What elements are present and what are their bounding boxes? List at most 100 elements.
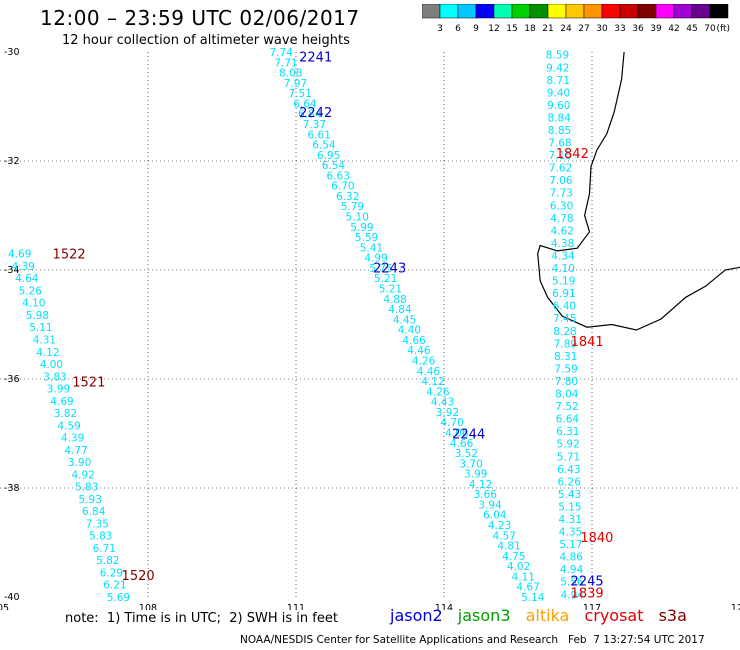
- swh-value-cryosat: 4.94: [560, 564, 584, 576]
- swh-value-s3a: 4.39: [61, 433, 84, 445]
- swh-value-jason2: 5.99: [350, 222, 373, 234]
- swh-value-jason2: 6.63: [327, 170, 350, 182]
- swh-value-jason2: 4.99: [364, 253, 387, 265]
- pass-label-cryosat: 1839: [571, 587, 604, 602]
- colorbar-label: 30: [596, 24, 608, 34]
- swh-value-s3a: 4.59: [57, 420, 80, 432]
- pass-label-jason2: 2243: [373, 261, 406, 276]
- swh-value-cryosat: 7.62: [549, 163, 572, 175]
- swh-value-jason2: 5.75: [369, 263, 392, 275]
- swh-value-jason2: 4.11: [512, 571, 535, 583]
- swh-value-cryosat: 5.71: [557, 451, 580, 463]
- swh-value-cryosat: 7.68: [548, 138, 571, 150]
- swh-value-jason2: 3.66: [474, 489, 498, 501]
- swh-value-jason2: 4.66: [450, 438, 474, 450]
- swh-value-cryosat: 8.59: [546, 50, 569, 62]
- swh-value-s3a: 5.11: [29, 322, 52, 334]
- swh-value-cryosat: 4.78: [550, 213, 573, 225]
- swh-value-cryosat: 6.30: [550, 200, 573, 212]
- lat-tick-label: -32: [4, 156, 20, 167]
- pass-label-cryosat: 1841: [571, 335, 604, 350]
- swh-value-jason2: 5.79: [341, 201, 364, 213]
- swh-value-jason2: 4.66: [402, 335, 426, 347]
- swh-value-jason2: 4.46: [417, 366, 441, 378]
- coastline: [537, 51, 740, 331]
- swh-value-cryosat: 8.71: [547, 75, 570, 87]
- legend-s3a: s3a: [658, 606, 687, 625]
- swh-value-jason2: 5.21: [374, 273, 397, 285]
- swh-value-cryosat: 5.15: [558, 501, 581, 513]
- swh-value-cryosat: 7.73: [550, 188, 573, 200]
- colorbar-label: 70: [704, 24, 716, 34]
- colorbar-label: 42: [668, 24, 679, 34]
- swh-value-cryosat: 6.26: [558, 476, 582, 488]
- swh-value-jason2: 4.12: [421, 376, 444, 388]
- swh-value-cryosat: 6.40: [553, 301, 576, 313]
- swh-value-jason2: 3.99: [464, 469, 487, 481]
- colorbar-label: 3: [437, 24, 443, 34]
- swh-value-jason2: 4.70: [440, 417, 463, 429]
- swh-value-jason2: 4.06: [445, 428, 469, 440]
- swh-value-jason2: 4.75: [502, 551, 525, 563]
- swh-value-cryosat: 7.45: [553, 313, 576, 325]
- swh-value-s3a: 4.69: [8, 249, 31, 261]
- swh-value-jason2: 5.59: [355, 232, 378, 244]
- satellite-legend: jason2 jason3 altika cryosat s3a: [390, 606, 697, 625]
- pass-label-s3a: 1520: [122, 569, 155, 584]
- lon-tick-label: 108: [139, 603, 157, 610]
- colorbar-label: 21: [542, 24, 553, 34]
- swh-value-jason2: 4.12: [469, 479, 492, 491]
- swh-value-s3a: 5.69: [107, 592, 130, 604]
- swh-value-s3a: 4.12: [36, 347, 59, 359]
- swh-value-cryosat: 4.34: [551, 251, 575, 263]
- swh-value-s3a: 5.26: [19, 285, 43, 297]
- swh-value-jason2: 5.41: [360, 242, 383, 254]
- swh-value-s3a: 4.39: [12, 261, 35, 273]
- swh-value-jason2: 4.67: [516, 582, 539, 594]
- legend-jason3: jason3: [457, 606, 511, 625]
- swh-value-jason2: 4.40: [398, 325, 421, 337]
- swh-value-jason2: 4.84: [388, 304, 412, 316]
- pass-label-jason2: 2241: [299, 50, 332, 65]
- swh-value-cryosat: 7.89: [554, 338, 577, 350]
- pass-label-s3a: 1522: [53, 248, 86, 263]
- pass-label-jason2: 2242: [299, 106, 332, 121]
- colorbar-label: 24: [560, 24, 572, 34]
- swh-value-cryosat: 5.43: [558, 489, 581, 501]
- swh-value-jason2: 7.74: [270, 47, 294, 59]
- swh-value-cryosat: 5.17: [559, 539, 582, 551]
- swh-value-jason2: 6.54: [322, 160, 346, 172]
- swh-value-jason2: 4.46: [407, 345, 431, 357]
- swh-value-jason2: 6.04: [483, 510, 507, 522]
- colorbar-label: 9: [473, 24, 479, 34]
- swh-value-s3a: 6.29: [100, 568, 123, 580]
- swh-value-cryosat: 4.10: [552, 263, 575, 275]
- chart-subtitle: 12 hour collection of altimeter wave hei…: [62, 33, 350, 48]
- lon-tick-label: 114: [435, 603, 453, 610]
- swh-value-jason2: 5.21: [379, 284, 402, 296]
- legend-altika: altika: [525, 606, 570, 625]
- swh-value-jason2: 6.95: [317, 150, 340, 162]
- swh-value-cryosat: 8.31: [554, 351, 577, 363]
- pass-label-jason2: 2245: [571, 575, 604, 590]
- lat-tick-label: -40: [4, 592, 20, 603]
- colorbar-label: 18: [524, 24, 536, 34]
- swh-value-s3a: 5.83: [75, 482, 98, 494]
- lat-tick-label: -30: [4, 47, 20, 58]
- swh-value-cryosat: 5.92: [556, 439, 579, 451]
- swh-value-cryosat: 6.64: [556, 414, 580, 426]
- swh-value-s3a: 4.64: [15, 273, 39, 285]
- swh-value-s3a: 3.82: [54, 408, 77, 420]
- swh-value-jason2: 7.51: [289, 88, 312, 100]
- swh-value-s3a: 4.77: [64, 445, 87, 457]
- swh-value-jason2: 4.88: [383, 294, 406, 306]
- colorbar-label: 39: [650, 24, 662, 34]
- swh-value-cryosat: 9.40: [547, 87, 570, 99]
- swh-value-jason2: 5.14: [521, 592, 545, 604]
- swh-value-s3a: 7.35: [86, 518, 109, 530]
- swh-value-jason2: 7.37: [303, 119, 326, 131]
- pass-label-jason2: 2244: [452, 428, 485, 443]
- colorbar-label: 36: [632, 24, 644, 34]
- swh-value-cryosat: 6.91: [552, 288, 575, 300]
- swh-value-jason2: 4.02: [507, 561, 530, 573]
